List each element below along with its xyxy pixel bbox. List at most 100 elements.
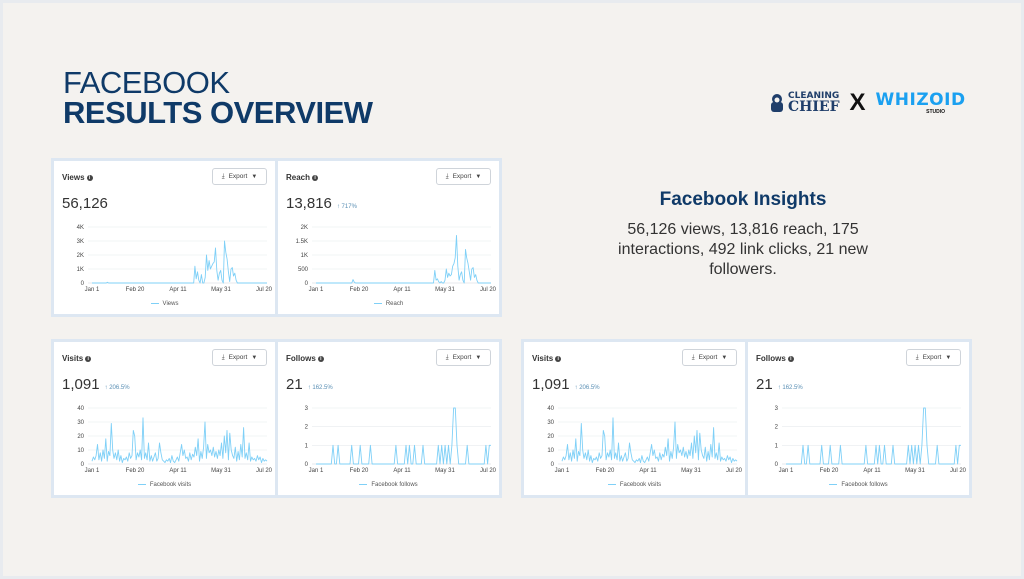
svg-text:40: 40 — [77, 406, 84, 412]
export-button[interactable]: ⤓ Export ▼ — [436, 168, 491, 185]
line-chart: 0 10 20 30 40 Jan 1 Feb 20 Apr 11 May 31 Jul 20 — [547, 406, 743, 474]
export-button[interactable]: ⤓ Export ▼ — [436, 349, 491, 366]
svg-text:Jul 20: Jul 20 — [950, 468, 967, 474]
svg-text:0: 0 — [81, 281, 85, 287]
svg-text:4K: 4K — [77, 225, 84, 231]
svg-text:May 31: May 31 — [211, 287, 231, 293]
svg-text:30: 30 — [77, 420, 84, 426]
export-button[interactable]: ⤓ Export ▼ — [212, 349, 267, 366]
visits-card: Visits i ⤓ Export ▼ 1,091 ↑ 206.5% 0 10 20 30 40… — [524, 342, 745, 495]
svg-text:Apr 11: Apr 11 — [863, 468, 881, 474]
svg-text:10: 10 — [77, 448, 84, 454]
svg-text:2: 2 — [305, 425, 309, 431]
svg-text:3: 3 — [775, 406, 779, 412]
insights-body: 56,126 views, 13,816 reach, 175 interact… — [618, 221, 868, 278]
svg-text:10: 10 — [547, 448, 554, 454]
reach-card: Reach i ⤓ Export ▼ 13,816 ↑ 717% 0 500 1K 1.5K 2… — [278, 161, 499, 314]
svg-text:3K: 3K — [77, 239, 84, 245]
svg-text:Jan 1: Jan 1 — [309, 468, 324, 474]
chart-legend[interactable]: Facebook visits — [524, 482, 745, 488]
info-icon[interactable]: i — [85, 355, 92, 362]
card-title: Follows i — [756, 354, 794, 363]
info-icon[interactable]: i — [787, 355, 794, 362]
card-title: Reach i — [286, 173, 319, 182]
visits-card: Visits i ⤓ Export ▼ 1,091 ↑ 206.5% 0 10 20 30 40… — [54, 342, 275, 495]
svg-text:2: 2 — [775, 425, 779, 431]
follows-card: Follows i ⤓ Export ▼ 21 ↑ 162.5% 0 1 2 3 Jan 1 Fe… — [278, 342, 499, 495]
svg-text:2K: 2K — [77, 253, 84, 259]
svg-text:2K: 2K — [301, 225, 308, 231]
chart-legend[interactable]: Views — [54, 301, 275, 307]
export-button[interactable]: ⤓ Export ▼ — [212, 168, 267, 185]
svg-text:1: 1 — [305, 443, 309, 449]
download-icon: ⤓ — [221, 172, 225, 180]
svg-text:1.5K: 1.5K — [296, 239, 308, 245]
metric-value: 1,091 ↑ 206.5% — [62, 376, 130, 393]
metric-delta: ↑ 206.5% — [574, 385, 600, 391]
chart-legend[interactable]: Reach — [278, 301, 499, 307]
svg-text:0: 0 — [305, 462, 309, 468]
metric-value: 21 ↑ 162.5% — [756, 376, 803, 393]
export-button[interactable]: ⤓ Export ▼ — [906, 349, 961, 366]
info-icon[interactable]: i — [317, 355, 324, 362]
metric-value: 21 ↑ 162.5% — [286, 376, 333, 393]
info-icon[interactable]: i — [86, 174, 93, 181]
svg-text:Jul 20: Jul 20 — [480, 287, 497, 293]
svg-text:Feb 20: Feb 20 — [596, 468, 615, 474]
svg-text:May 31: May 31 — [435, 287, 455, 293]
insights-title: Facebook Insights — [659, 189, 827, 210]
metric-value: 1,091 ↑ 206.5% — [532, 376, 600, 393]
cleaning-chief-logo: CLEANING CHIEF — [769, 92, 840, 114]
chart-legend[interactable]: Facebook follows — [748, 482, 969, 488]
metric-delta: ↑ 162.5% — [307, 385, 333, 391]
panel-group-bottom-right: Visits i ⤓ Export ▼ 1,091 ↑ 206.5% 0 10 20 30 40… — [521, 339, 972, 498]
chart-legend[interactable]: Facebook visits — [54, 482, 275, 488]
caret-down-icon: ▼ — [475, 173, 482, 180]
svg-text:0: 0 — [775, 462, 779, 468]
export-button[interactable]: ⤓ Export ▼ — [682, 349, 737, 366]
svg-text:May 31: May 31 — [211, 468, 231, 474]
card-title: Follows i — [286, 354, 324, 363]
logo-separator: X — [849, 89, 866, 116]
svg-text:Apr 11: Apr 11 — [639, 468, 657, 474]
svg-text:30: 30 — [547, 420, 554, 426]
line-chart: 0 1 2 3 Jan 1 Feb 20 Apr 11 May 31 Jul 20 — [305, 406, 497, 474]
metric-value: 56,126 — [62, 195, 108, 212]
caret-down-icon: ▼ — [251, 354, 258, 361]
card-title: Visits i — [62, 354, 92, 363]
download-icon: ⤓ — [221, 353, 225, 361]
svg-text:20: 20 — [77, 434, 84, 440]
panel-group-bottom-left: Visits i ⤓ Export ▼ 1,091 ↑ 206.5% 0 10 20 30 40… — [51, 339, 502, 498]
svg-text:Jan 1: Jan 1 — [85, 468, 100, 474]
svg-text:20: 20 — [547, 434, 554, 440]
follows-card: Follows i ⤓ Export ▼ 21 ↑ 162.5% 0 1 2 3 Jan 1 Fe… — [748, 342, 969, 495]
chart-legend[interactable]: Facebook follows — [278, 482, 499, 488]
download-icon: ⤓ — [915, 353, 919, 361]
download-icon: ⤓ — [691, 353, 695, 361]
logo-text-cleaning: CLEANING — [788, 91, 840, 101]
views-card: Views i ⤓ Export ▼ 56,126 0 1K 2K 3K 4K Jan 1 Feb… — [54, 161, 275, 314]
svg-text:Jul 20: Jul 20 — [256, 287, 273, 293]
metric-delta: ↑ 162.5% — [777, 385, 803, 391]
line-chart: 0 1 2 3 Jan 1 Feb 20 Apr 11 May 31 Jul 20 — [775, 406, 967, 474]
info-icon[interactable]: i — [555, 355, 562, 362]
line-chart: 0 1K 2K 3K 4K Jan 1 Feb 20 Apr 11 May 31 Jul 20 — [77, 225, 273, 293]
download-icon: ⤓ — [445, 172, 449, 180]
svg-text:Feb 20: Feb 20 — [126, 468, 145, 474]
svg-text:Jul 20: Jul 20 — [480, 468, 497, 474]
metric-value: 13,816 ↑ 717% — [286, 195, 357, 212]
svg-text:Feb 20: Feb 20 — [350, 287, 369, 293]
svg-text:500: 500 — [298, 267, 309, 273]
title-line1: FACEBOOK — [63, 65, 230, 100]
svg-text:May 31: May 31 — [905, 468, 925, 474]
card-title: Visits i — [532, 354, 562, 363]
caret-down-icon: ▼ — [721, 354, 728, 361]
svg-text:3: 3 — [305, 406, 309, 412]
caret-down-icon: ▼ — [251, 173, 258, 180]
whizoid-logo: WHIZOID STUDIO — [876, 91, 966, 115]
svg-text:0: 0 — [551, 462, 555, 468]
svg-text:Jul 20: Jul 20 — [726, 468, 743, 474]
info-icon[interactable]: i — [312, 174, 319, 181]
svg-text:1K: 1K — [301, 253, 308, 259]
insights-summary: Facebook Insights 56,126 views, 13,816 r… — [603, 189, 883, 280]
